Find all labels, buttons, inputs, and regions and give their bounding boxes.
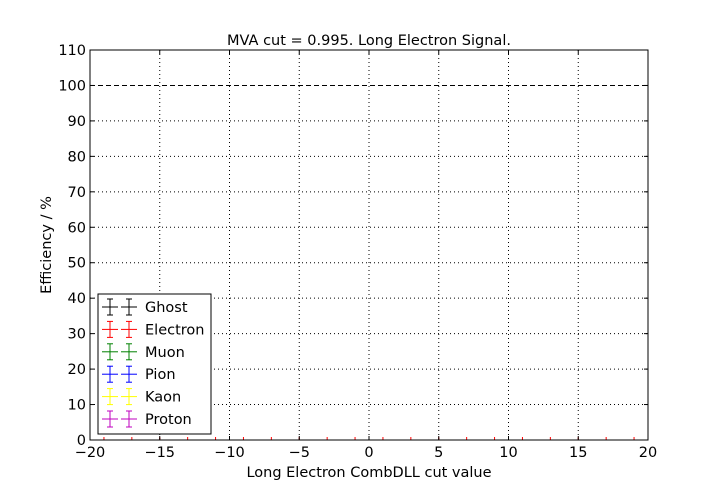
y-tick-label: 0: [77, 433, 86, 449]
y-tick-label: 100: [58, 78, 86, 94]
y-tick-label: 60: [68, 220, 86, 236]
x-tick-label: 15: [569, 445, 587, 461]
y-tick-label: 20: [68, 362, 86, 378]
x-tick-label: −5: [289, 445, 310, 461]
x-tick-label: −20: [75, 445, 106, 461]
x-tick-labels: −20 −15 −10 −5 0 5 10 15 20: [75, 445, 658, 461]
x-tick-label: 20: [639, 445, 657, 461]
chart-title: MVA cut = 0.995. Long Electron Signal.: [227, 33, 511, 49]
legend-label-kaon: Kaon: [145, 390, 181, 406]
legend-label-electron: Electron: [145, 322, 204, 338]
x-axis-label: Long Electron CombDLL cut value: [246, 465, 491, 481]
legend-label-proton: Proton: [145, 412, 192, 428]
x-tick-label: −15: [144, 445, 175, 461]
y-tick-label: 50: [68, 256, 86, 272]
legend-label-muon: Muon: [145, 345, 185, 361]
legend-label-ghost: Ghost: [145, 300, 188, 316]
y-tick-label: 30: [68, 327, 86, 343]
x-tick-label: 10: [499, 445, 517, 461]
x-tick-label: 5: [434, 445, 443, 461]
y-tick-labels: 0 10 20 30 40 50 60 70 80 90 100 110: [58, 43, 86, 449]
y-tick-label: 40: [68, 291, 86, 307]
y-tick-label: 110: [58, 43, 86, 59]
legend-box: [97, 293, 212, 435]
x-tick-label: 0: [364, 445, 373, 461]
y-axis-label: Efficiency / %: [39, 196, 55, 294]
legend: Ghost Electron Muon Pion Kaon Proton: [97, 293, 212, 435]
y-tick-label: 90: [68, 114, 86, 130]
x-tick-label: −10: [214, 445, 245, 461]
axis-ticks: [89, 49, 649, 441]
y-tick-label: 70: [68, 185, 86, 201]
y-tick-label: 10: [68, 398, 86, 414]
y-tick-label: 80: [68, 149, 86, 165]
legend-label-pion: Pion: [145, 367, 176, 383]
